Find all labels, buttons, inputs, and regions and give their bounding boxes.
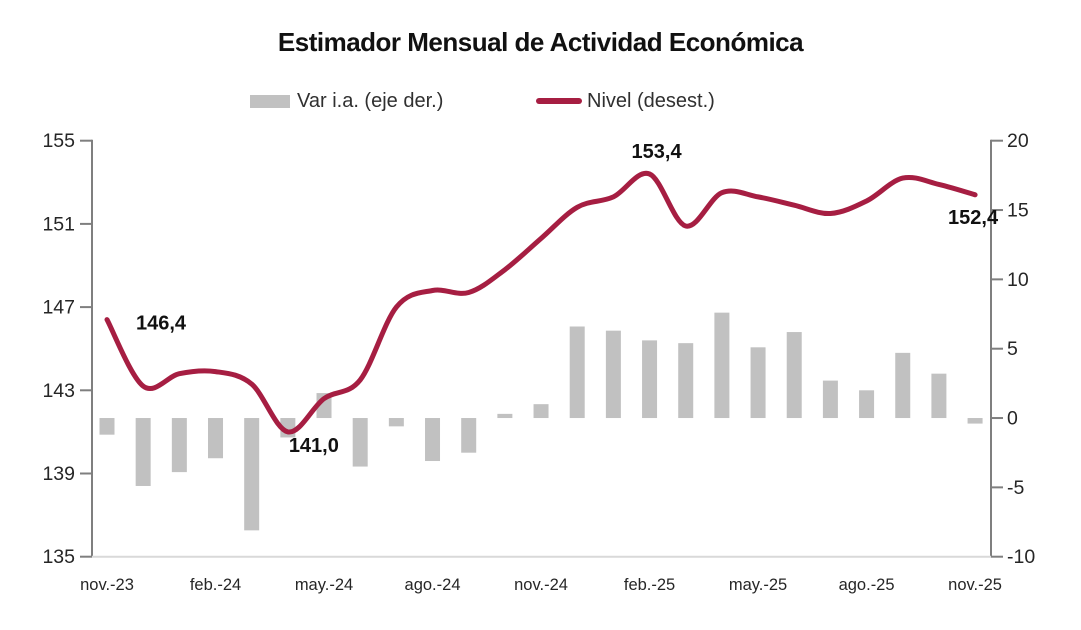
var-ia-bar-dic.-23: [135, 418, 151, 486]
line-swatch-icon: [536, 98, 582, 104]
var-ia-bar-oct.-25: [931, 373, 947, 419]
right-axis-tick-label: -10: [1007, 546, 1035, 568]
x-axis-label-nov.-23: nov.-23: [80, 576, 134, 594]
left-axis-tick-label: 151: [42, 213, 75, 235]
bar-swatch-icon: [250, 94, 290, 108]
var-ia-bar-ene.-24: [171, 418, 187, 473]
var-ia-bar-mar.-24: [244, 418, 260, 531]
var-ia-bar-feb.-24: [208, 418, 224, 459]
var-ia-bar-jun.-24: [352, 418, 368, 467]
chart-title: Estimador Mensual de Actividad Económica: [277, 27, 804, 57]
var-ia-bars: [99, 312, 983, 531]
x-axis-label-feb.-25: feb.-25: [624, 576, 675, 594]
annotation-feb.-25: 153,4: [632, 141, 683, 163]
legend-item-nivel: Nivel (desest.): [536, 88, 715, 114]
annotation-nov.-25: 152,4: [948, 207, 999, 229]
nivel-line: [104, 170, 978, 435]
var-ia-bar-mar.-25: [678, 343, 694, 419]
right-axis-tick-label: 20: [1007, 130, 1029, 152]
left-axis-tick-label: 139: [42, 463, 75, 485]
right-axis-tick-label: 10: [1007, 269, 1029, 291]
var-ia-bar-jul.-24: [388, 418, 404, 427]
var-ia-bar-ago.-25: [859, 390, 875, 419]
annotation-nov.-23: 146,4: [136, 313, 187, 335]
left-axis-tick-label: 155: [42, 130, 75, 152]
left-axis-tick-label: 143: [42, 380, 75, 402]
x-axis-label-may.-24: may.-24: [295, 576, 353, 594]
right-axis-tick-label: 0: [1007, 408, 1018, 430]
x-axis-label-feb.-24: feb.-24: [190, 576, 241, 594]
var-ia-bar-may.-25: [750, 347, 766, 419]
var-ia-bar-oct.-24: [497, 413, 513, 419]
legend: Var i.a. (eje der.) Nivel (desest.): [0, 88, 1081, 114]
annotation-abr.-24: 141,0: [289, 435, 339, 457]
var-ia-bar-nov.-25: [967, 418, 983, 424]
legend-label-var-ia: Var i.a. (eje der.): [297, 90, 444, 112]
right-axis-tick-label: 5: [1007, 338, 1018, 360]
x-axis-label-ago.-24: ago.-24: [405, 576, 461, 594]
x-axis-label-ago.-25: ago.-25: [839, 576, 895, 594]
legend-label-nivel: Nivel (desest.): [587, 90, 715, 112]
x-axis-label-nov.-24: nov.-24: [514, 576, 568, 594]
right-axis-tick-label: 15: [1007, 200, 1029, 222]
x-axis-label-may.-25: may.-25: [729, 576, 787, 594]
var-ia-bar-nov.-24: [533, 404, 549, 419]
legend-item-var-ia: Var i.a. (eje der.): [250, 88, 443, 114]
var-ia-bar-ene.-25: [605, 330, 621, 419]
var-ia-bar-sep.-25: [895, 352, 911, 419]
var-ia-bar-jul.-25: [822, 380, 838, 419]
var-ia-bar-ago.-24: [425, 418, 441, 462]
x-axis-label-nov.-25: nov.-25: [948, 576, 1002, 594]
left-axis-tick-label: 135: [42, 546, 75, 568]
var-ia-bar-feb.-25: [642, 340, 658, 419]
right-axis-tick-label: -5: [1007, 477, 1024, 499]
var-ia-bar-dic.-24: [569, 326, 585, 419]
var-ia-bar-abr.-25: [714, 312, 730, 419]
left-axis-tick-label: 147: [42, 297, 75, 319]
var-ia-bar-jun.-25: [786, 332, 802, 419]
var-ia-bar-sep.-24: [461, 418, 477, 453]
var-ia-bar-nov.-23: [99, 418, 115, 435]
